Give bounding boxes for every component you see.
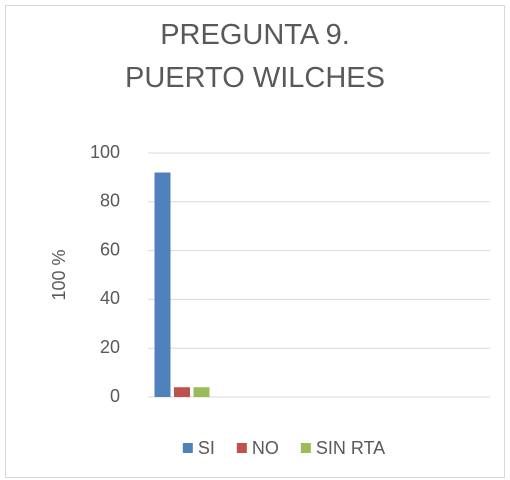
legend-label: SI — [198, 438, 215, 458]
bar — [174, 387, 190, 397]
legend-swatch — [236, 443, 247, 453]
legend-label: SIN RTA — [316, 438, 385, 458]
y-tick-label: 60 — [100, 239, 120, 259]
y-axis-label: 100 % — [49, 249, 69, 300]
y-tick-label: 20 — [100, 337, 120, 357]
legend-swatch — [182, 443, 193, 453]
y-tick-label: 40 — [100, 288, 120, 308]
bar — [154, 172, 171, 397]
y-tick-label: 0 — [110, 386, 120, 406]
legend-swatch — [300, 443, 311, 453]
chart-border — [5, 5, 505, 478]
legend-label: NO — [252, 438, 279, 458]
y-tick-label: 100 — [90, 142, 120, 162]
chart-title: PREGUNTA 9. PUERTO WILCHES — [125, 19, 385, 94]
y-tick-label: 80 — [100, 191, 120, 211]
bar — [193, 387, 210, 397]
